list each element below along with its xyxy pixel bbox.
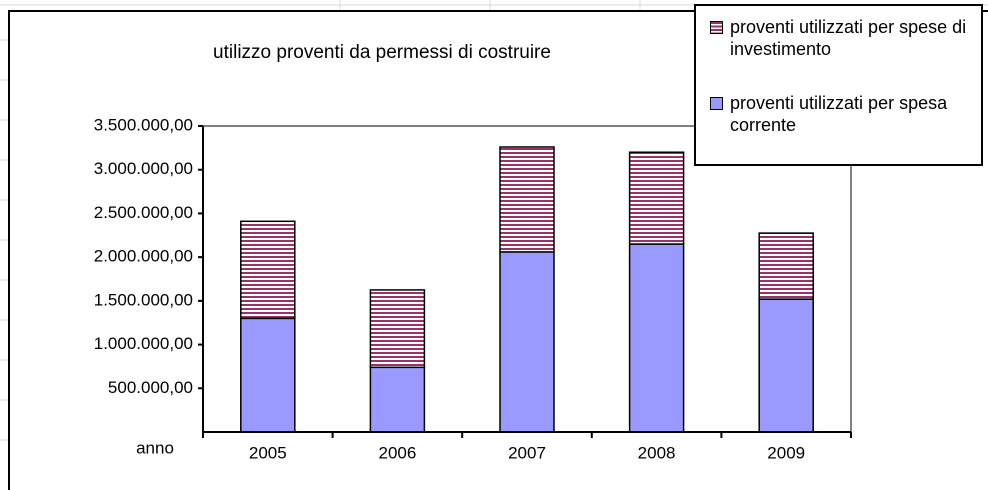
chart-title: utilizzo proventi da permessi di costrui… (213, 42, 551, 63)
y-tick-label: 2.500.000,00 (94, 203, 193, 222)
y-tick-label: 3.500.000,00 (94, 115, 193, 134)
x-axis-title: anno (136, 438, 174, 457)
legend: proventi utilizzati per spese di investi… (694, 4, 983, 166)
bar-segment (758, 232, 814, 300)
legend-item: proventi utilizzati per spese di investi… (710, 16, 988, 60)
legend-label: proventi utilizzati per spese di investi… (730, 17, 967, 59)
bar-segment (369, 366, 426, 433)
x-tick-label: 2007 (508, 443, 546, 462)
bar-segment (499, 146, 555, 253)
legend-swatch (710, 97, 723, 110)
x-tick-label: 2009 (767, 443, 805, 462)
bar-segment (499, 251, 555, 433)
y-tick-label: 2.000.000,00 (94, 247, 193, 266)
bar-segment (240, 220, 296, 320)
x-tick-label: 2006 (378, 443, 416, 462)
x-tick-label: 2008 (638, 443, 676, 462)
y-tick-label: 500.000,00 (108, 378, 193, 397)
bar-segment (240, 317, 296, 433)
legend-label: proventi utilizzati per spesa corrente (730, 93, 948, 135)
bar-segment (628, 151, 685, 245)
legend-swatch (710, 21, 723, 34)
y-tick-label: 3.000.000,00 (94, 159, 193, 178)
y-tick-label: 1.500.000,00 (94, 290, 193, 309)
x-tick-label: 2005 (249, 443, 287, 462)
bar-segment (758, 298, 814, 433)
bar-segment (369, 289, 426, 369)
bar-segment (628, 243, 685, 433)
legend-item: proventi utilizzati per spesa corrente (710, 92, 988, 136)
y-tick-label: 1.000.000,00 (94, 334, 193, 353)
